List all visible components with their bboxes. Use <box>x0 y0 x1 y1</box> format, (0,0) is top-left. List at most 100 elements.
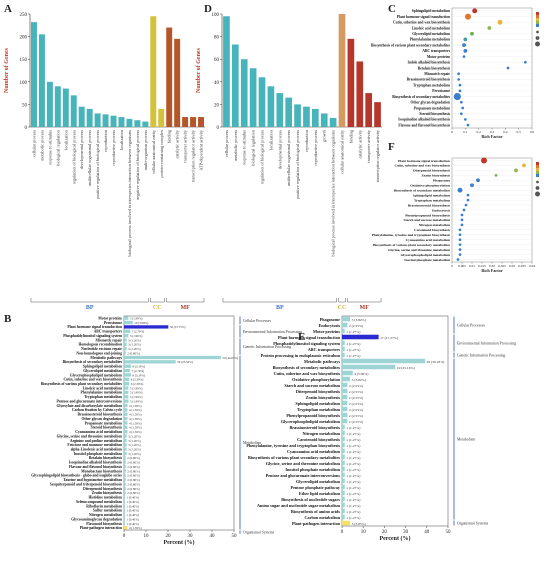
bar <box>124 495 125 499</box>
legend-size-dot <box>535 41 540 47</box>
value-label: 59 (44.05%) <box>222 356 238 360</box>
bar <box>124 482 126 486</box>
legend-color-swatch <box>536 162 539 165</box>
bubble <box>462 208 466 212</box>
value-label: 2 (0.80%) <box>127 491 140 495</box>
row-label: Glycerolipid metabolism <box>412 32 450 36</box>
value-label: 1 (1.27%) <box>346 456 361 460</box>
bar <box>124 347 127 351</box>
value-label: 3 (3.82%) <box>352 318 367 322</box>
row-label: Biosynthesis of various plant secondary … <box>371 43 451 47</box>
bar <box>342 430 345 436</box>
panel-e-kegg-percent-chart: E Phagosome 3 (3.82%) Endocytosis 2 (2.55%) M… <box>246 315 516 542</box>
panel-b-kegg-percent-chart: B Motor proteins 5 (1.99%) Peroxisome 10 (3.… <box>4 313 302 546</box>
x-tick-label: 0.015 <box>478 264 486 268</box>
section-label: Environmental Information Processing <box>457 342 516 346</box>
value-label: 4 (1.59%) <box>129 413 142 417</box>
row-label: Glycerophospholipid metabolism <box>70 373 123 377</box>
row-label: Phosphatidylinositol signaling system <box>63 334 123 338</box>
row-label: Sphingolipid metabolism <box>412 9 450 13</box>
row-label: Glycerophospholipid metabolism <box>281 419 341 424</box>
y-tick-label: 40 <box>214 81 220 86</box>
x-tick-label: catalytic activity <box>175 129 180 158</box>
value-label: 2 (2.55%) <box>349 324 364 328</box>
section-label: Metabolism <box>243 441 261 445</box>
x-tick-label: catalytic activity <box>357 129 362 158</box>
value-label: 5 (1.99%) <box>130 334 143 338</box>
x-tick-label: transcription regulator activity <box>191 129 196 182</box>
value-label: 1 (1.27%) <box>346 342 361 346</box>
value-label: 1 (0.40%) <box>126 517 139 521</box>
legend-color-swatch <box>536 18 539 21</box>
y-tick-label: 200 <box>20 36 28 41</box>
row-label: Cutin, suberine and wax biosynthesis <box>393 21 451 25</box>
bar <box>124 430 128 434</box>
x-tick-label: response to stimulus <box>242 130 247 165</box>
x-axis-title: Percent (%) <box>163 539 194 546</box>
value-label: 4 (1.59%) <box>129 426 142 430</box>
bubble <box>457 72 461 76</box>
x-tick-label: 50 <box>446 530 452 535</box>
bar <box>110 115 117 127</box>
row-label: Monobactam biosynthesis <box>81 469 122 473</box>
bubble <box>457 78 461 81</box>
bar <box>124 368 131 373</box>
bar <box>124 447 127 451</box>
row-label: Biosynthesis of various plant secondary … <box>373 243 451 247</box>
legend-color-swatch <box>536 24 539 27</box>
x-tick-label: 50 <box>232 534 238 539</box>
bar <box>174 38 181 127</box>
x-tick-label: cellular anatomical entity <box>340 129 345 174</box>
value-label: 2 (0.80%) <box>127 487 140 491</box>
x-tick-label: developmental process <box>277 130 282 170</box>
section-label: Genetic Information Processing <box>243 345 291 349</box>
value-label: 8 (3.19%) <box>133 373 146 377</box>
bar <box>342 316 351 322</box>
bar <box>166 27 173 128</box>
row-label: Glycine, serine and threonine metabolism <box>388 248 450 252</box>
y-tick-label: 0 <box>217 126 220 131</box>
bar <box>124 486 126 491</box>
row-label: Oxidative phosphorylation <box>292 377 340 382</box>
bar <box>223 16 230 127</box>
value-label: 4 (1.59%) <box>129 430 142 434</box>
row-label: Plant hormone signal transduction <box>278 335 341 340</box>
row-label: Starch and sucrose metabolism <box>284 383 340 388</box>
section-label: Environmental Information Processing <box>243 330 302 334</box>
x-tick-label: biological regulation <box>55 129 60 166</box>
bar <box>365 93 372 127</box>
bubble <box>458 248 462 251</box>
bar <box>70 95 77 127</box>
x-tick-label: 10 <box>144 534 150 539</box>
bar <box>124 478 126 482</box>
y-axis-title: Number of Genes <box>196 47 202 93</box>
bar <box>124 373 132 377</box>
row-label: Phenylpropanoid biosynthesis <box>286 413 340 418</box>
value-label: 5 (1.99%) <box>130 316 143 320</box>
row-label: Carotenoid biosynthesis <box>414 228 450 232</box>
row-label: Arginine and proline metabolism <box>70 439 123 443</box>
x-tick-label: 20 <box>166 534 172 539</box>
row-label: Inositol phosphate metabolism <box>285 467 340 472</box>
x-tick-label: multicellular organismal process <box>87 130 92 186</box>
x-tick-label: multicellular organismal process <box>286 130 291 186</box>
bar <box>124 521 125 526</box>
row-label: Biosynthesis of nucleotide sugars <box>281 497 340 502</box>
bubble <box>458 83 462 87</box>
x-tick-label: developmental process <box>79 130 84 170</box>
x-tick-label: multi-organism process <box>143 130 148 171</box>
row-label: Flavonoid biosynthesis <box>86 522 122 526</box>
x-tick-label: negative regulation of biological proces… <box>135 130 140 200</box>
group-label: MF <box>360 305 370 311</box>
y-axis-title: Number of Genes <box>4 47 10 93</box>
bar <box>124 443 127 447</box>
bar <box>303 106 310 127</box>
value-label: 3 (1.20%) <box>128 452 141 456</box>
bubble <box>456 258 460 261</box>
bar <box>320 113 328 127</box>
bubble <box>466 123 470 127</box>
value-label: 1 (1.27%) <box>346 492 361 496</box>
row-label: Betalain biosynthesis <box>89 456 123 460</box>
bar <box>124 399 129 403</box>
bubble <box>460 218 464 222</box>
